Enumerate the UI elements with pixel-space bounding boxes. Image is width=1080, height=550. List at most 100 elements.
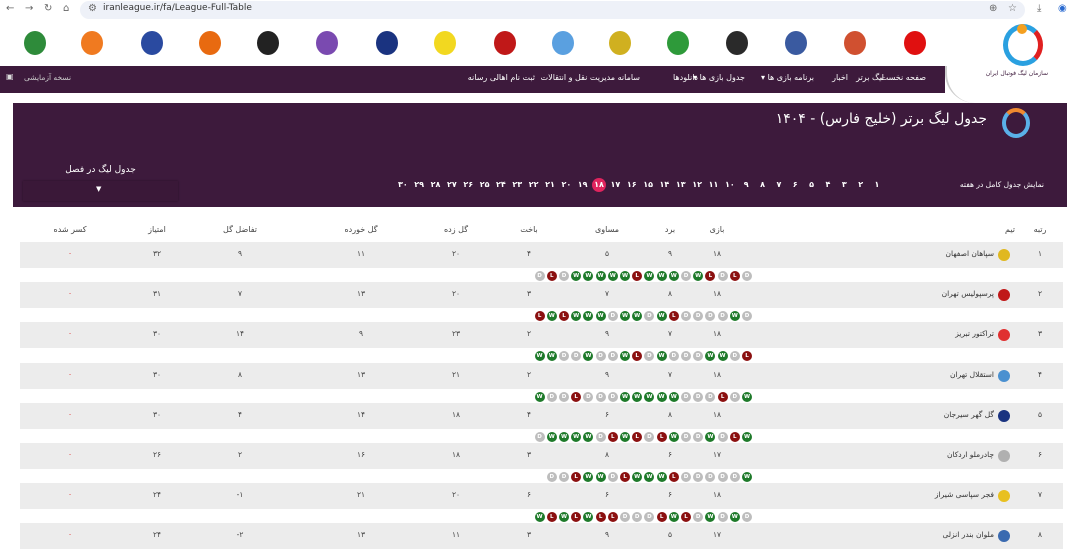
week-14-button[interactable]: ۱۴	[659, 180, 670, 189]
week-13-button[interactable]: ۱۳	[675, 180, 686, 189]
week-3-button[interactable]: ۳	[841, 180, 847, 189]
header-lost[interactable]: باخت	[520, 225, 538, 234]
nav-item[interactable]: برنامه بازی ها ▾	[761, 73, 814, 82]
table-row[interactable]	[20, 362, 1063, 389]
week-30-button[interactable]: ۳۰	[397, 180, 408, 189]
form-win-badge: W	[620, 351, 630, 362]
week-29-button[interactable]: ۲۹	[414, 180, 425, 189]
week-20-button[interactable]: ۲۰	[561, 180, 572, 189]
week-22-button[interactable]: ۲۲	[528, 180, 539, 189]
team-logo-link[interactable]	[785, 31, 807, 55]
team-name-link[interactable]: سپاهان اصفهان	[945, 249, 994, 258]
team-logo-link[interactable]	[24, 31, 46, 55]
address-bar[interactable]	[80, 1, 1025, 19]
team-logo-link[interactable]	[141, 31, 163, 55]
header-pts[interactable]: امتیاز	[148, 225, 166, 234]
forward-icon[interactable]: →	[25, 3, 34, 14]
week-24-button[interactable]: ۲۴	[496, 180, 506, 189]
team-logo-link[interactable]	[257, 31, 279, 55]
team-logo-link[interactable]	[316, 31, 338, 55]
team-name-link[interactable]: استقلال تهران	[949, 369, 994, 379]
team-logo-link[interactable]	[199, 31, 221, 55]
team-name-link[interactable]: چادرملو اردکان	[946, 450, 994, 459]
week-15-button[interactable]: ۱۵	[643, 180, 653, 189]
week-8-button[interactable]: ۸	[760, 180, 765, 189]
team-name-link[interactable]: فجر سپاسی شیراز	[934, 490, 994, 500]
team-name-link[interactable]: تراکتور تبریز	[955, 329, 994, 339]
team-name-link[interactable]: ملوان بندر انزلی	[942, 530, 995, 540]
download-icon[interactable]: ⤓	[1037, 3, 1042, 14]
header-ga[interactable]: گل خورده	[344, 225, 378, 234]
chevron-down-icon[interactable]: ▼	[96, 185, 102, 193]
team-logo-link[interactable]	[904, 31, 926, 55]
week-28-button[interactable]: ۲۸	[430, 180, 441, 189]
team-logo-link[interactable]	[376, 31, 398, 55]
table-row[interactable]	[20, 282, 1063, 309]
week-7-button[interactable]: ۷	[776, 180, 782, 189]
team-logo-link[interactable]	[494, 31, 516, 55]
nav-item[interactable]: صفحه نخست	[880, 73, 926, 82]
nav-item[interactable]: اخبار	[832, 73, 848, 82]
week-4-button[interactable]: ۴	[825, 180, 831, 189]
header-ded[interactable]: کسر شده	[53, 225, 87, 234]
week-23-button[interactable]: ۲۳	[512, 180, 523, 189]
team-name-link[interactable]: گل گهر سیرجان	[943, 409, 994, 419]
team-logo-link[interactable]	[667, 31, 689, 55]
nav-item[interactable]: سامانه مدیریت نقل و انتقالات	[540, 73, 640, 82]
nav-item[interactable]: دانلودها	[672, 73, 698, 82]
week-9-button[interactable]: ۹	[743, 180, 749, 189]
week-5-button[interactable]: ۵	[809, 180, 815, 189]
team-logo-link[interactable]	[434, 31, 456, 55]
season-select[interactable]	[23, 181, 178, 201]
table-row[interactable]	[20, 402, 1063, 429]
week-17-button[interactable]: ۱۷	[610, 180, 621, 189]
header-played[interactable]: بازی	[709, 225, 725, 234]
table-row[interactable]	[20, 483, 1063, 510]
header-gf[interactable]: گل زده	[443, 225, 469, 234]
week-1-button[interactable]: ۱	[874, 180, 880, 189]
week-16-button[interactable]: ۱۶	[626, 180, 637, 189]
zoom-icon[interactable]: ⊕	[989, 3, 998, 14]
reload-icon[interactable]: ↻	[44, 3, 53, 14]
header-rank[interactable]: رتبه	[1033, 225, 1047, 234]
team-name-link[interactable]: پرسپولیس تهران	[941, 289, 994, 299]
header-gd[interactable]: تفاضل گل	[223, 225, 257, 234]
header-drawn[interactable]: مساوی	[595, 225, 619, 234]
nav-item[interactable]: لیگ برتر	[856, 73, 884, 82]
week-2-button[interactable]: ۲	[858, 180, 864, 189]
table-row[interactable]	[20, 523, 1063, 550]
team-logo-link[interactable]	[844, 31, 866, 55]
site-info-icon[interactable]: ⚙	[88, 3, 97, 14]
header-team[interactable]: تیم	[1005, 225, 1015, 234]
team-logo-link[interactable]	[552, 31, 574, 55]
week-27-button[interactable]: ۲۷	[447, 180, 457, 189]
nav-item[interactable]: جدول بازی ها ▾	[693, 73, 745, 82]
team-logo-link[interactable]	[726, 31, 748, 55]
form-draw-badge: D	[644, 351, 655, 362]
nav-item[interactable]: ثبت نام اهالی رسانه	[467, 73, 535, 82]
beta-label[interactable]: نسخه آزمایشی	[24, 73, 72, 82]
team-logo-link[interactable]	[609, 31, 631, 55]
week-19-button[interactable]: ۱۹	[577, 180, 588, 189]
week-10-button[interactable]: ۱۰	[724, 180, 735, 189]
week-11-button[interactable]: ۱۱	[708, 180, 719, 189]
team-logo-link[interactable]	[81, 31, 103, 55]
table-row[interactable]	[20, 322, 1063, 349]
week-18-button[interactable]: ۱۸	[592, 178, 607, 192]
table-row[interactable]	[20, 242, 1063, 268]
cell-played: ۱۸	[712, 409, 722, 419]
header-won[interactable]: برد	[664, 225, 676, 234]
week-12-button[interactable]: ۱۲	[692, 180, 703, 189]
table-row[interactable]	[20, 443, 1063, 469]
week-26-button[interactable]: ۲۶	[463, 180, 474, 189]
url-text[interactable]: iranleague.ir/fa/League-Full-Table	[103, 3, 252, 13]
week-25-button[interactable]: ۲۵	[479, 180, 490, 189]
home-icon[interactable]: ⌂	[63, 3, 70, 14]
bookmark-star-icon[interactable]: ☆	[1008, 3, 1017, 14]
profile-icon[interactable]: ◉	[1058, 3, 1067, 14]
back-icon[interactable]: ←	[6, 3, 15, 14]
beta-icon[interactable]: ▣	[6, 72, 14, 81]
week-6-button[interactable]: ۶	[792, 180, 798, 189]
week-21-button[interactable]: ۲۱	[545, 180, 555, 189]
team-logo-icon	[998, 490, 1010, 503]
